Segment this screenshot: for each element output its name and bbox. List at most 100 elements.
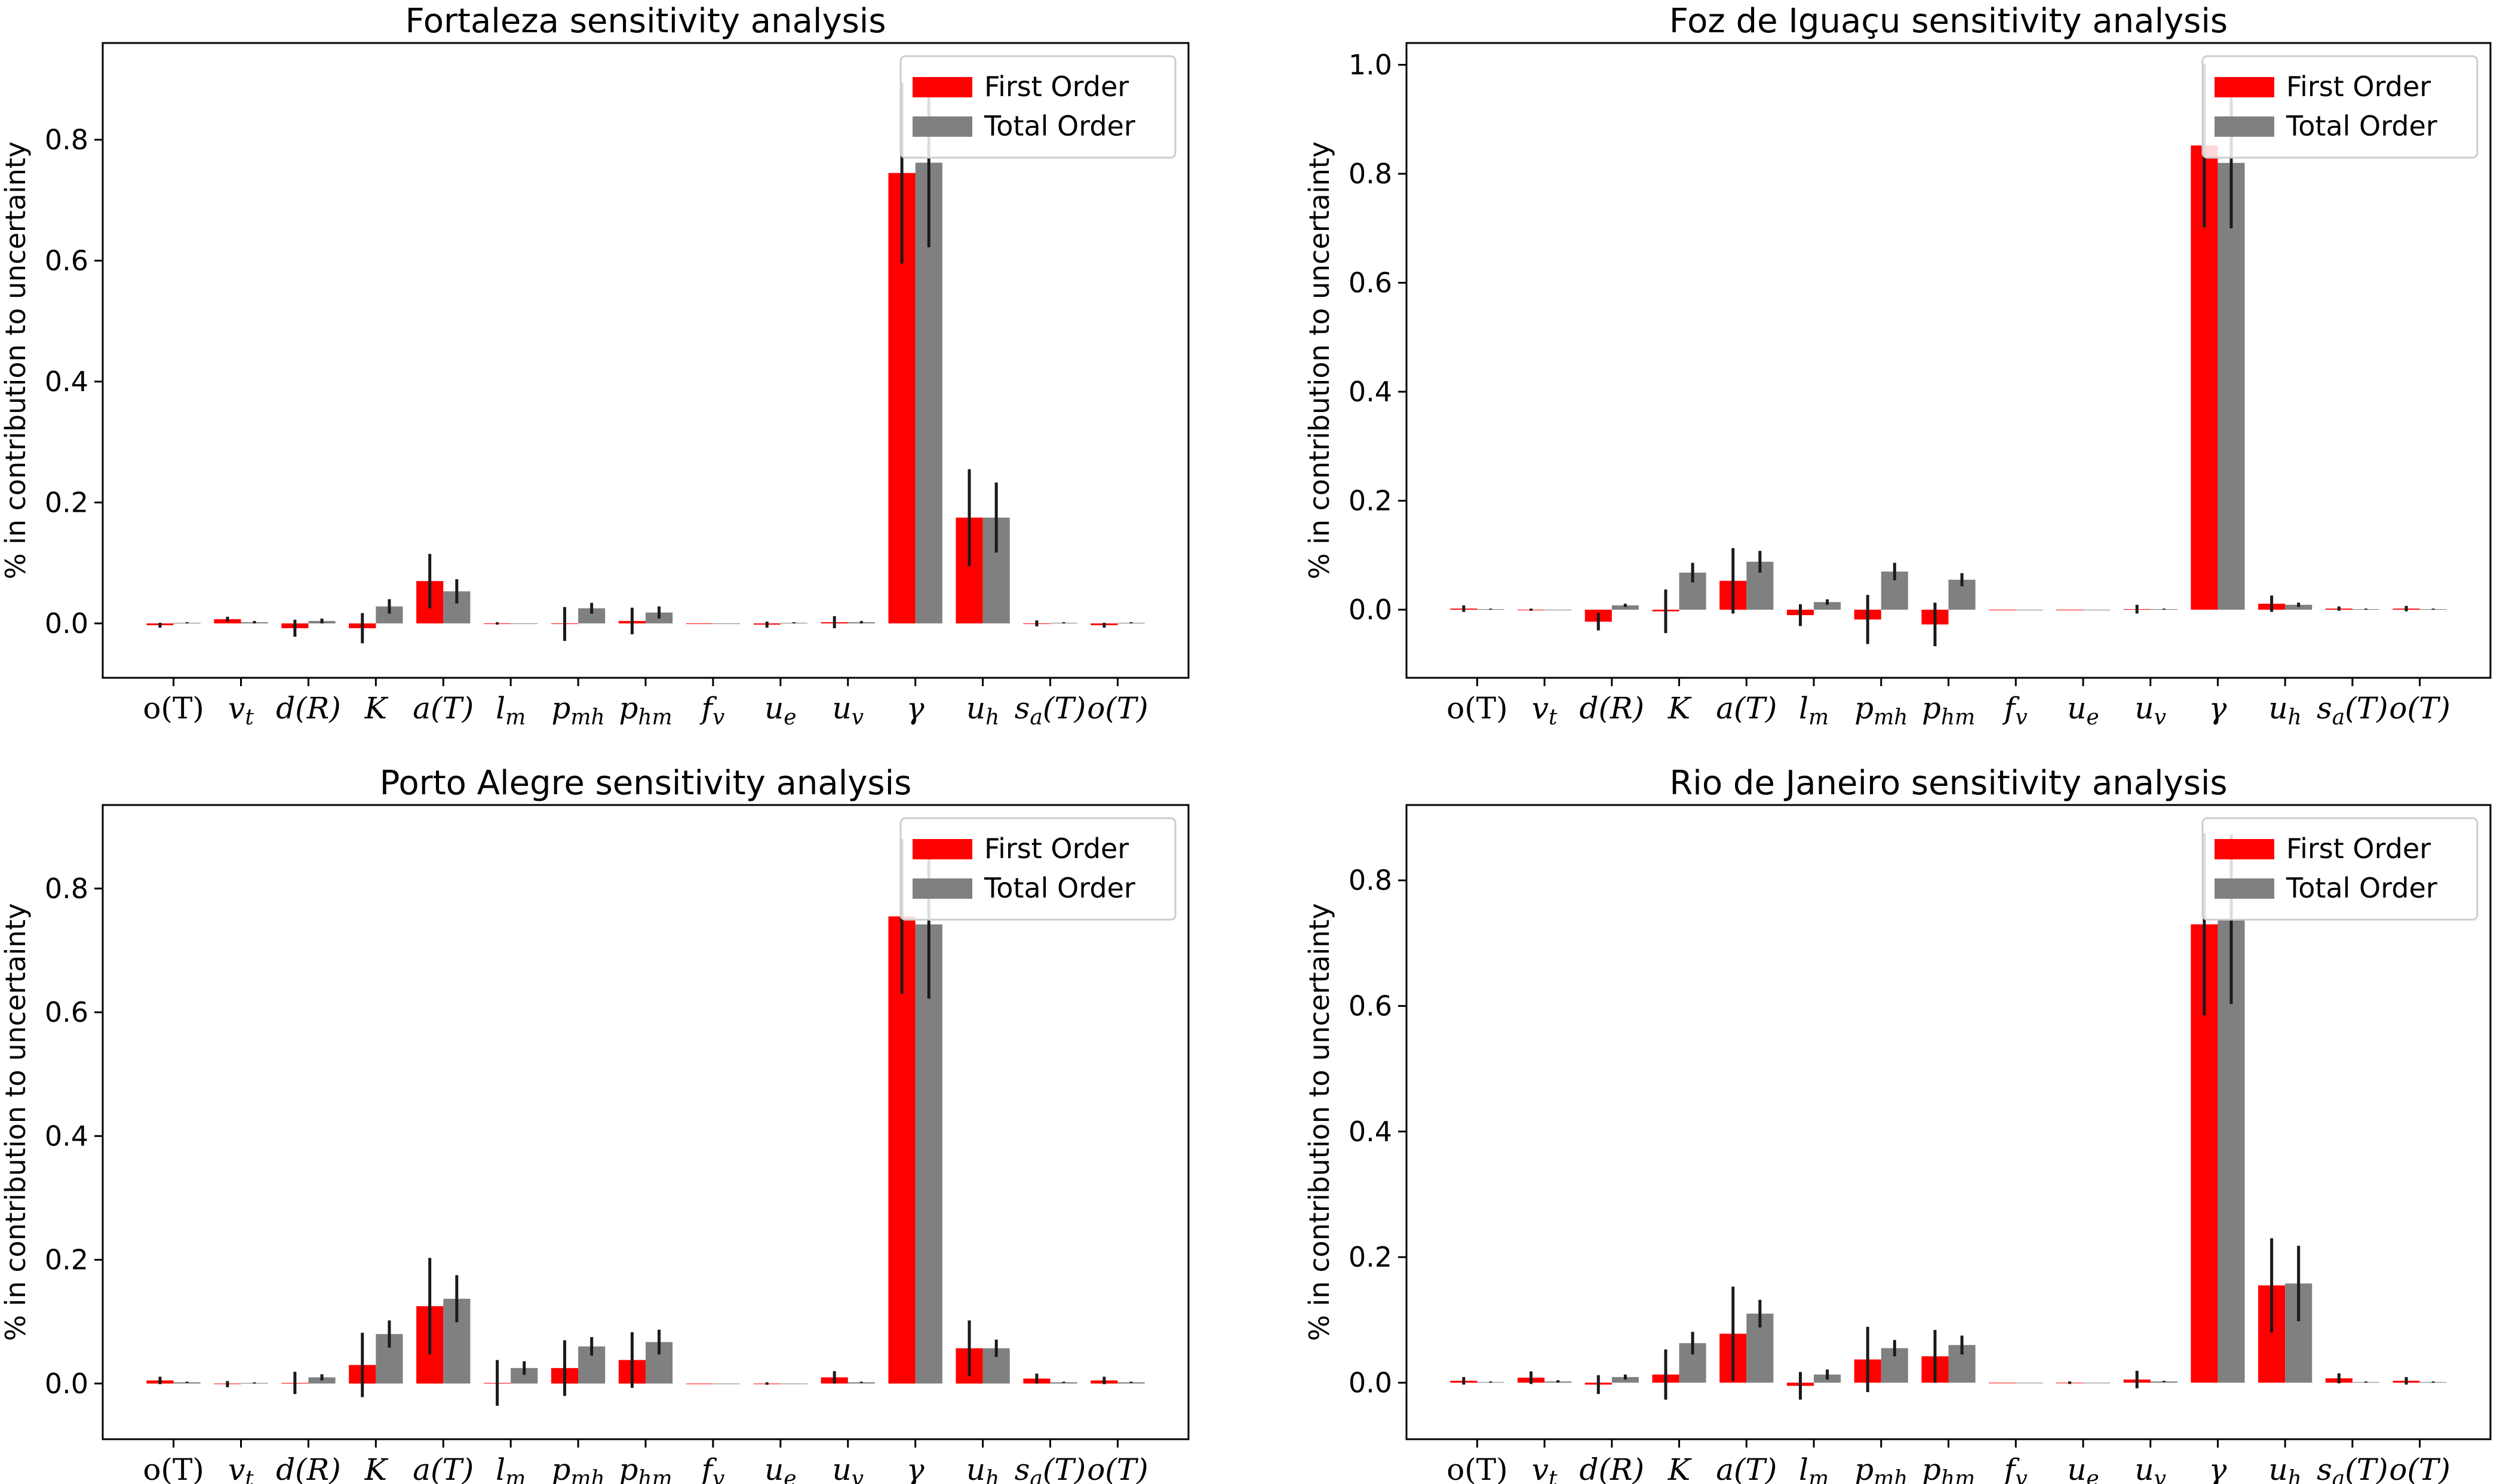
- x-tick-label: o(T): [1446, 1452, 1507, 1484]
- bar: [1611, 1377, 1639, 1383]
- x-tick-label: pmh: [1854, 691, 1908, 730]
- legend-swatch: [913, 77, 972, 97]
- y-tick-label: 0.4: [1349, 1116, 1392, 1148]
- legend-label: Total Order: [2286, 872, 2437, 904]
- legend-label: First Order: [2286, 832, 2431, 865]
- y-tick-label: 0.2: [1349, 484, 1392, 517]
- x-tick-label: uv: [832, 1452, 864, 1484]
- plot-frame: [102, 804, 1190, 1440]
- x-tick-label: uh: [2268, 1452, 2301, 1484]
- bar: [888, 916, 916, 1384]
- x-tick-label: pmh: [551, 691, 604, 730]
- x-tick-label: uv: [2135, 691, 2166, 730]
- bar: [686, 623, 713, 624]
- y-axis-label: % in contribution to uncertainty: [0, 142, 32, 579]
- x-tick-label: uh: [966, 691, 999, 730]
- x-tick-label: d(R): [1579, 1452, 1644, 1484]
- bar: [2016, 1382, 2043, 1384]
- y-tick-label: 0.8: [1349, 158, 1392, 190]
- x-tick-label: d(R): [276, 1452, 341, 1484]
- y-tick-label: 0.6: [1349, 990, 1392, 1022]
- x-tick-label: d(R): [276, 691, 341, 726]
- legend-swatch: [913, 116, 972, 137]
- y-tick-label: 0.8: [1349, 864, 1392, 896]
- y-tick-label: 0.2: [1349, 1241, 1392, 1273]
- x-tick-label: o(T): [1087, 691, 1148, 726]
- x-tick-label: ue: [2067, 691, 2099, 730]
- y-tick-label: 1.0: [1349, 48, 1392, 81]
- y-tick-label: 0.6: [1349, 266, 1392, 299]
- y-tick-label: 0.6: [45, 244, 88, 276]
- bar: [915, 924, 942, 1384]
- bar: [2218, 162, 2245, 610]
- legend-label: First Order: [984, 832, 1129, 865]
- legend-label: Total Order: [984, 872, 1135, 904]
- legend-swatch: [913, 839, 972, 859]
- x-tick-label: lm: [496, 691, 526, 730]
- chart-panel-4: Rio de Janeiro sensitivity analysis % in …: [1303, 764, 2492, 1484]
- x-tick-label: uh: [2268, 691, 2301, 730]
- chart-title: Fortaleza sensitivity analysis: [406, 2, 886, 41]
- x-tick-label: o(T): [2389, 691, 2450, 726]
- x-tick-label: ue: [2067, 1452, 2099, 1484]
- x-tick-label: o(T): [1087, 1452, 1148, 1484]
- bar: [2083, 1382, 2111, 1384]
- x-tick-label: o(T): [1446, 691, 1507, 726]
- bar: [1814, 602, 1841, 610]
- x-tick-label: K: [364, 1452, 389, 1484]
- y-tick-label: 0.2: [45, 486, 88, 518]
- legend-swatch: [2215, 878, 2274, 899]
- x-tick-label: ue: [764, 691, 797, 730]
- y-tick-label: 0.0: [1349, 1366, 1392, 1399]
- chart-title: Porto Alegre sensitivity analysis: [380, 764, 912, 803]
- x-tick-label: a(T): [1716, 1452, 1777, 1484]
- y-tick-label: 0.2: [45, 1244, 88, 1276]
- chart-panel-2: Foz de Iguaçu sensitivity analysis % in c…: [1303, 2, 2492, 730]
- legend-swatch: [2215, 116, 2274, 137]
- x-tick-label: fv: [699, 1452, 724, 1484]
- x-tick-label: lm: [1799, 1452, 1829, 1484]
- y-axis-label: % in contribution to uncertainty: [1303, 903, 1335, 1341]
- plot-frame: [102, 42, 1190, 679]
- x-tick-label: uv: [832, 691, 864, 730]
- x-tick-label: vt: [228, 691, 254, 730]
- x-tick-label: pmh: [1854, 1452, 1908, 1484]
- y-tick-label: 0.0: [45, 607, 88, 640]
- legend-swatch: [913, 878, 972, 899]
- chart-title: Foz de Iguaçu sensitivity analysis: [1669, 2, 2228, 41]
- x-tick-label: γ: [2209, 1452, 2226, 1484]
- x-tick-label: sa(T): [2317, 691, 2388, 730]
- x-tick-label: a(T): [413, 1452, 474, 1484]
- x-tick-label: K: [364, 691, 389, 726]
- legend-label: First Order: [984, 70, 1129, 103]
- x-tick-label: d(R): [1579, 691, 1644, 726]
- bar: [1989, 1382, 2016, 1384]
- bar: [712, 623, 741, 624]
- x-tick-label: phm: [1922, 1452, 1975, 1484]
- y-tick-label: 0.6: [45, 996, 88, 1028]
- x-tick-label: lm: [1799, 691, 1829, 730]
- x-tick-label: fv: [2002, 1452, 2028, 1484]
- x-tick-label: sa(T): [2317, 1452, 2388, 1484]
- x-tick-label: o(T): [143, 1452, 204, 1484]
- x-tick-label: phm: [1922, 691, 1975, 730]
- x-tick-label: K: [1667, 691, 1692, 726]
- plot-frame: [1405, 42, 2492, 679]
- y-tick-label: 0.0: [1349, 594, 1392, 626]
- legend-label: Total Order: [2286, 110, 2437, 142]
- y-tick-label: 0.4: [45, 1120, 88, 1152]
- x-tick-label: sa(T): [1015, 691, 1086, 730]
- x-tick-label: ue: [764, 1452, 797, 1484]
- x-tick-label: γ: [2209, 691, 2226, 726]
- y-axis-label: % in contribution to uncertainty: [0, 903, 32, 1341]
- x-tick-label: fv: [2002, 691, 2028, 730]
- bar: [1611, 605, 1639, 610]
- x-tick-label: a(T): [1716, 691, 1777, 726]
- x-tick-label: uv: [2135, 1452, 2166, 1484]
- y-tick-label: 0.8: [45, 124, 88, 156]
- x-tick-label: γ: [907, 691, 925, 726]
- x-tick-label: fv: [699, 691, 724, 730]
- y-tick-label: 0.4: [45, 365, 88, 398]
- y-tick-label: 0.4: [1349, 376, 1392, 408]
- plot-frame: [1405, 804, 2492, 1440]
